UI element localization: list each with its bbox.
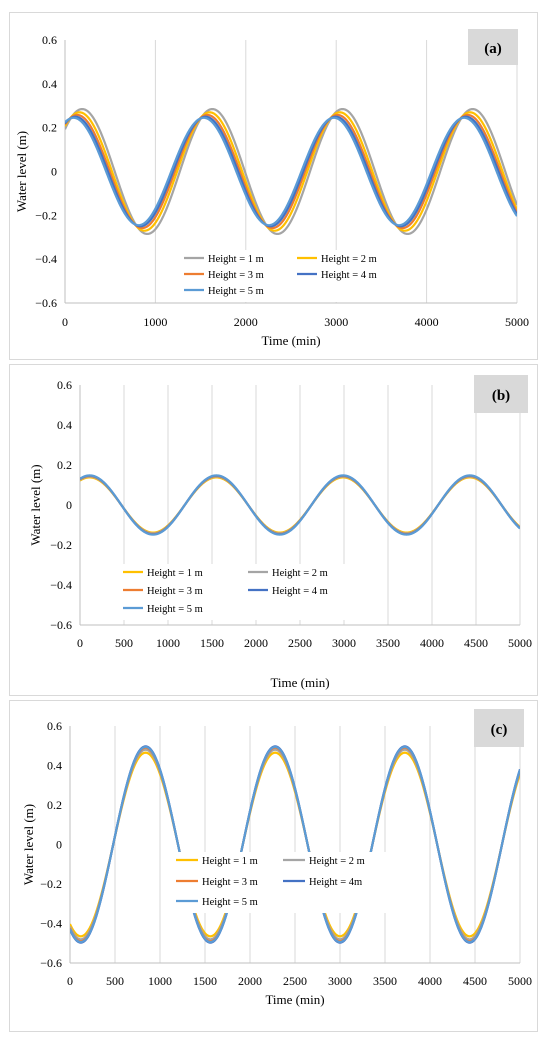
- legend-label: Height = 4 m: [272, 586, 328, 597]
- x-tick-label: 1000: [143, 315, 167, 329]
- y-tick-label: −0.6: [35, 296, 57, 310]
- y-tick-label: 0.4: [47, 759, 62, 773]
- y-tick-label: −0.6: [40, 956, 62, 970]
- panel-label-box: [474, 375, 528, 413]
- x-tick-label: 0: [77, 636, 83, 650]
- x-tick-label: 3500: [376, 636, 400, 650]
- x-tick-label: 2500: [288, 636, 312, 650]
- y-tick-label: −0.2: [40, 877, 62, 891]
- series-line: [80, 474, 520, 536]
- series-line: [70, 745, 520, 944]
- y-axis-title: Water level (m): [28, 464, 43, 545]
- x-axis-title: Time (min): [270, 675, 329, 690]
- x-tick-label: 5000: [505, 315, 529, 329]
- x-tick-label: 500: [106, 974, 124, 988]
- y-tick-label: 0: [56, 838, 62, 852]
- x-tick-label: 4000: [420, 636, 444, 650]
- x-tick-label: 4500: [463, 974, 487, 988]
- x-tick-label: 3000: [328, 974, 352, 988]
- x-tick-label: 3000: [324, 315, 348, 329]
- y-tick-label: −0.4: [50, 578, 72, 592]
- x-tick-label: 1500: [193, 974, 217, 988]
- legend-label: Height = 1 m: [208, 254, 264, 265]
- y-tick-label: 0.4: [57, 418, 72, 432]
- legend-label: Height = 1 m: [147, 568, 203, 579]
- x-tick-label: 4500: [464, 636, 488, 650]
- y-tick-label: −0.2: [35, 208, 57, 222]
- x-axis-title: Time (min): [265, 992, 324, 1007]
- y-tick-label: −0.4: [40, 917, 62, 931]
- legend-label: Height = 4 m: [321, 270, 377, 281]
- x-tick-label: 5000: [508, 974, 532, 988]
- series-line: [65, 111, 517, 232]
- legend-label: Height = 5 m: [208, 286, 264, 297]
- x-tick-label: 3500: [373, 974, 397, 988]
- legend-label: Height = 4m: [309, 877, 362, 888]
- chart-panel-b: [9, 364, 538, 696]
- legend-label: Height = 3 m: [147, 586, 203, 597]
- x-tick-label: 2000: [244, 636, 268, 650]
- legend-background: [168, 852, 418, 913]
- x-tick-label: 1500: [200, 636, 224, 650]
- legend-label: Height = 2 m: [321, 254, 377, 265]
- x-tick-label: 2500: [283, 974, 307, 988]
- series-line: [65, 113, 517, 230]
- y-axis-title: Water level (m): [14, 131, 29, 212]
- x-tick-label: 4000: [415, 315, 439, 329]
- legend-label: Height = 2 m: [272, 568, 328, 579]
- series-line: [65, 116, 517, 227]
- panel-label-box: [474, 709, 524, 747]
- y-tick-label: 0.6: [57, 378, 72, 392]
- y-tick-label: 0: [66, 498, 72, 512]
- x-tick-label: 1000: [148, 974, 172, 988]
- legend-label: Height = 5 m: [202, 897, 258, 908]
- y-axis-title: Water level (m): [21, 804, 36, 885]
- series-line: [65, 115, 517, 228]
- x-tick-label: 0: [67, 974, 73, 988]
- legend-label: Height = 2 m: [309, 856, 365, 867]
- chart-0: −0.6 −0.4 −0.2 0 0.2 0.4 0.6 0 1000 2000 3000 4000 5…: [14, 29, 529, 348]
- panel-label-box: [468, 29, 518, 65]
- y-tick-label: −0.4: [35, 252, 57, 266]
- x-tick-label: 4000: [418, 974, 442, 988]
- legend-label: Height = 3 m: [208, 270, 264, 281]
- y-tick-label: −0.6: [50, 618, 72, 632]
- y-tick-label: 0: [51, 165, 57, 179]
- legend-label: Height = 1 m: [202, 856, 258, 867]
- y-tick-label: 0.4: [42, 77, 57, 91]
- x-tick-label: 2000: [234, 315, 258, 329]
- x-tick-label: 2000: [238, 974, 262, 988]
- legend-background: [115, 564, 365, 620]
- panel-label: (c): [491, 722, 508, 738]
- y-tick-label: 0.6: [47, 719, 62, 733]
- chart-2: −0.6 −0.4 −0.2 0 0.2 0.4 0.6 0 500 1000 1500 2000 25…: [21, 709, 532, 1007]
- x-tick-label: 0: [62, 315, 68, 329]
- legend-label: Height = 3 m: [202, 877, 258, 888]
- x-tick-label: 500: [115, 636, 133, 650]
- x-tick-label: 1000: [156, 636, 180, 650]
- legend-label: Height = 5 m: [147, 604, 203, 615]
- y-tick-label: 0.2: [42, 121, 57, 135]
- x-tick-label: 3000: [332, 636, 356, 650]
- chart-1: −0.6 −0.4 −0.2 0 0.2 0.4 0.6 0 500 1000 1500 2000 25…: [28, 375, 532, 690]
- y-tick-label: −0.2: [50, 538, 72, 552]
- y-tick-label: 0.6: [42, 33, 57, 47]
- panel-label: (a): [484, 41, 502, 57]
- y-tick-label: 0.2: [47, 798, 62, 812]
- panel-label: (b): [492, 388, 510, 404]
- x-tick-label: 5000: [508, 636, 532, 650]
- x-axis-title: Time (min): [261, 333, 320, 348]
- y-tick-label: 0.2: [57, 458, 72, 472]
